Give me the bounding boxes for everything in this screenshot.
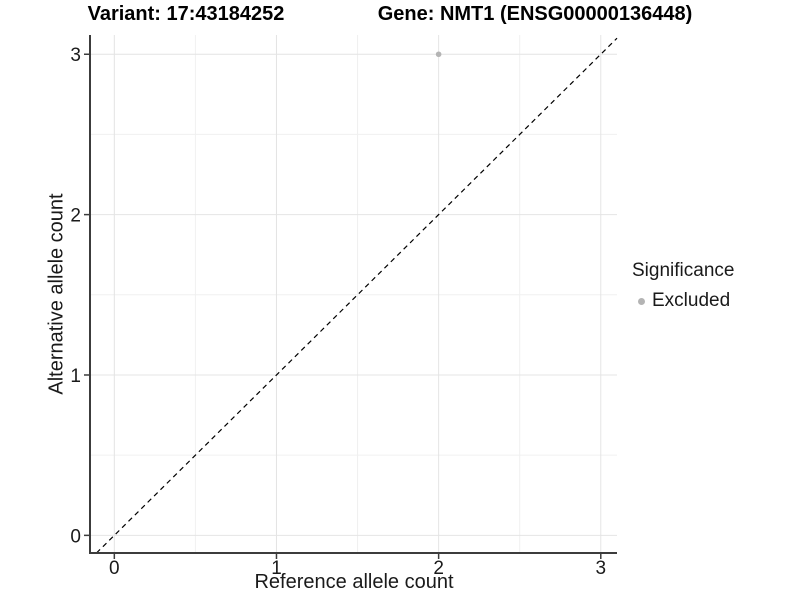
data-point: [435, 51, 442, 58]
legend: Significance Excluded: [632, 259, 734, 313]
x-tick-label: 3: [595, 558, 606, 579]
identity-line: [96, 37, 618, 554]
legend-items: Excluded: [632, 289, 734, 313]
y-axis-title: Alternative allele count: [45, 193, 68, 395]
y-tick-label: 2: [70, 206, 81, 227]
x-axis-title: Reference allele count: [254, 571, 454, 593]
y-tick-label: 0: [70, 526, 81, 547]
x-tick-label: 0: [109, 558, 120, 579]
x-tick-label: 1: [271, 558, 282, 579]
legend-title: Significance: [632, 260, 735, 281]
variant-title: Variant: 17:43184252: [87, 3, 285, 25]
legend-dot-icon: [637, 297, 645, 305]
y-tick-label: 1: [70, 366, 81, 387]
gene-title: Gene: NMT1 (ENSG00000136448): [377, 3, 693, 25]
legend-point-icon: [632, 292, 650, 310]
y-tick-label: 3: [70, 45, 81, 66]
x-tick-label: 2: [433, 558, 444, 579]
legend-item-label: Excluded: [652, 290, 731, 311]
legend-item: Excluded: [632, 289, 734, 313]
